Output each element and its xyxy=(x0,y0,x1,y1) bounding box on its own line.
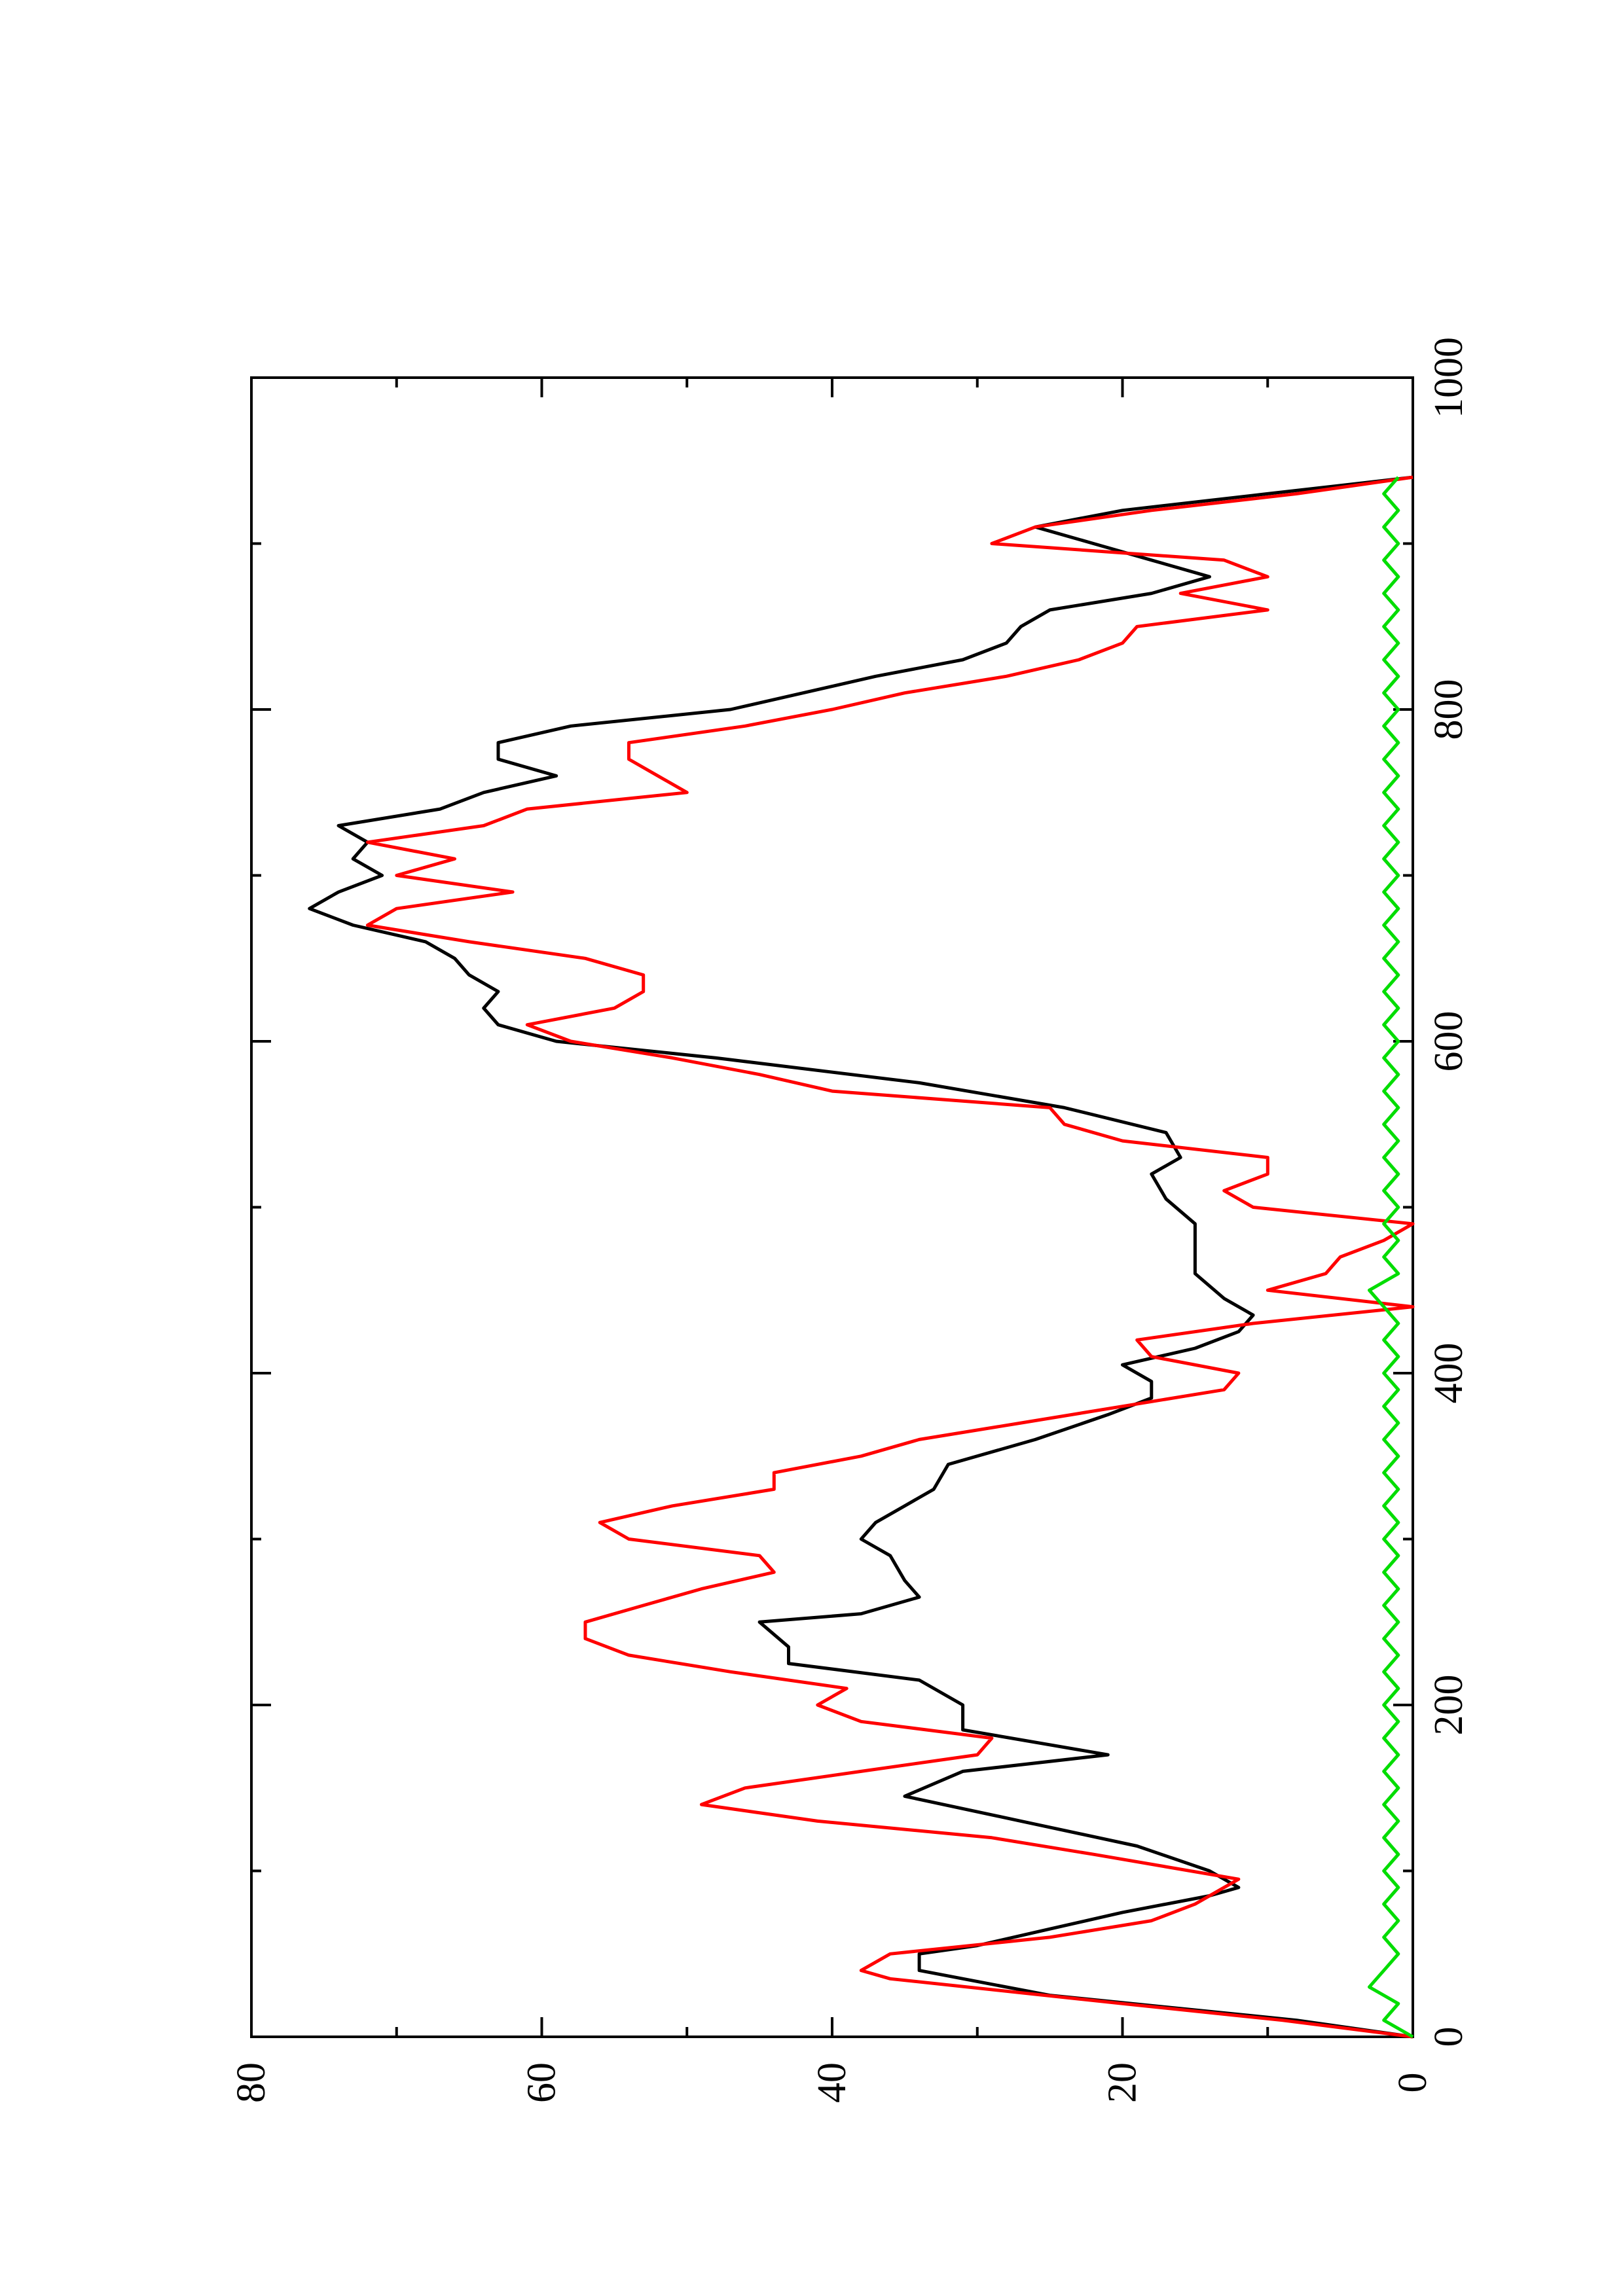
x-tick-label: 400 xyxy=(1427,1343,1471,1404)
series-group xyxy=(308,475,1415,2039)
axis-ticks xyxy=(250,376,1414,2038)
plot-frame xyxy=(250,376,1414,2038)
x-tick-label: 1000 xyxy=(1427,337,1471,418)
y-tick-label: 60 xyxy=(520,2062,564,2103)
y-tick-label: 80 xyxy=(229,2062,274,2103)
y-tick-label: 0 xyxy=(1391,2073,1435,2093)
x-tick-label: 0 xyxy=(1427,2027,1471,2047)
series-red-line xyxy=(365,475,1415,2039)
y-tick-label: 20 xyxy=(1101,2062,1145,2103)
tick-labels: 0 200 400 600 800 1000 0 20 40 60 80 xyxy=(229,337,1471,2103)
series-black-line xyxy=(308,475,1413,2039)
y-tick-label: 40 xyxy=(810,2062,854,2103)
x-tick-label: 200 xyxy=(1427,1675,1471,1736)
x-tick-label: 800 xyxy=(1427,679,1471,740)
x-tick-label: 600 xyxy=(1427,1011,1471,1072)
series-green-line xyxy=(1368,476,1414,2039)
